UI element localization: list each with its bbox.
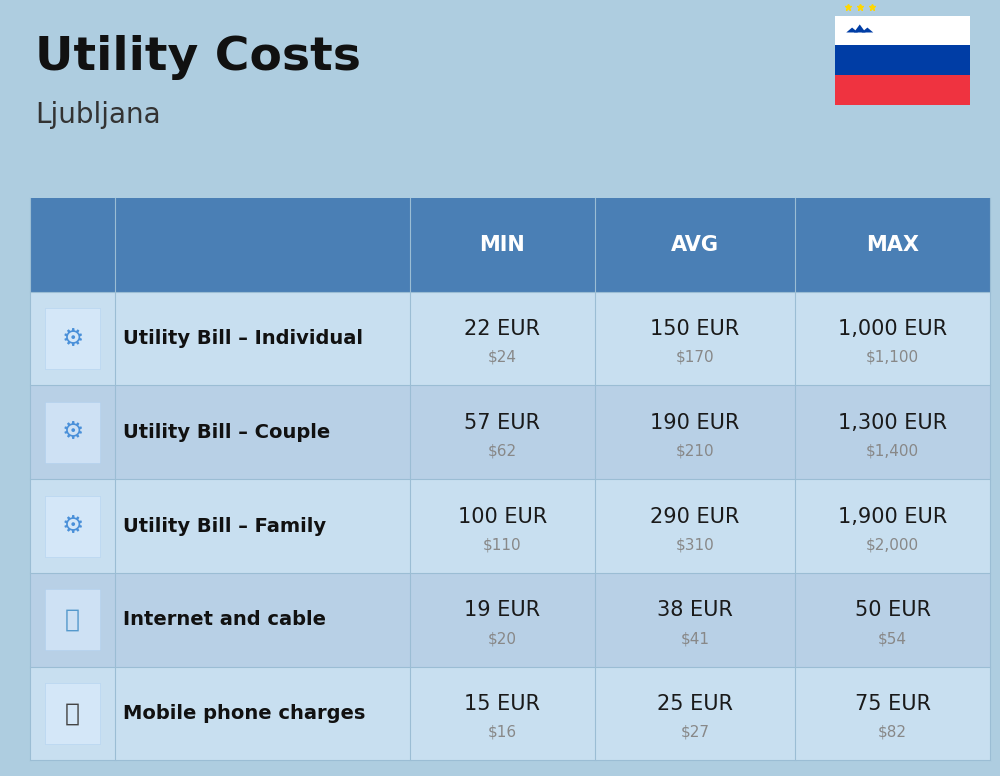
- Text: 1,900 EUR: 1,900 EUR: [838, 507, 947, 527]
- Text: MAX: MAX: [866, 235, 919, 255]
- Bar: [30, 292, 990, 386]
- Text: 150 EUR: 150 EUR: [650, 319, 740, 339]
- Text: 57 EUR: 57 EUR: [464, 413, 540, 433]
- Bar: [30, 386, 990, 480]
- Text: Utility Costs: Utility Costs: [35, 35, 361, 80]
- Text: $16: $16: [488, 725, 517, 740]
- Bar: [45, 402, 100, 462]
- Bar: [835, 75, 970, 105]
- Text: $41: $41: [681, 631, 710, 646]
- Text: ⚙: ⚙: [61, 327, 84, 351]
- Text: Utility Bill – Family: Utility Bill – Family: [123, 517, 326, 535]
- Text: 290 EUR: 290 EUR: [650, 507, 740, 527]
- Text: Mobile phone charges: Mobile phone charges: [123, 704, 365, 723]
- Text: $54: $54: [878, 631, 907, 646]
- Text: $1,400: $1,400: [866, 444, 919, 459]
- FancyBboxPatch shape: [831, 12, 974, 109]
- Text: 50 EUR: 50 EUR: [855, 601, 931, 621]
- Text: 📱: 📱: [65, 702, 80, 726]
- Text: Ljubljana: Ljubljana: [35, 101, 161, 129]
- Bar: [45, 589, 100, 650]
- Text: 25 EUR: 25 EUR: [657, 695, 733, 714]
- Text: ⚙: ⚙: [61, 514, 84, 538]
- Text: 15 EUR: 15 EUR: [464, 695, 540, 714]
- Bar: [45, 496, 100, 556]
- Text: 📶: 📶: [65, 608, 80, 632]
- Bar: [45, 308, 100, 369]
- Text: Utility Bill – Individual: Utility Bill – Individual: [123, 329, 363, 348]
- Bar: [30, 198, 990, 292]
- Text: $210: $210: [676, 444, 714, 459]
- Text: $82: $82: [878, 725, 907, 740]
- Text: $1,100: $1,100: [866, 350, 919, 365]
- Text: $24: $24: [488, 350, 517, 365]
- Text: 75 EUR: 75 EUR: [855, 695, 931, 714]
- Bar: [30, 667, 990, 760]
- Text: Utility Bill – Couple: Utility Bill – Couple: [123, 423, 330, 442]
- Text: 38 EUR: 38 EUR: [657, 601, 733, 621]
- Text: $27: $27: [681, 725, 710, 740]
- Polygon shape: [862, 28, 873, 33]
- Text: AVG: AVG: [671, 235, 719, 255]
- Bar: [30, 479, 990, 573]
- Text: $20: $20: [488, 631, 517, 646]
- Bar: [45, 683, 100, 744]
- Text: 19 EUR: 19 EUR: [464, 601, 541, 621]
- Text: $170: $170: [676, 350, 714, 365]
- Bar: [835, 45, 970, 75]
- Text: $110: $110: [483, 537, 522, 553]
- Text: MIN: MIN: [480, 235, 525, 255]
- Text: 1,000 EUR: 1,000 EUR: [838, 319, 947, 339]
- Text: 100 EUR: 100 EUR: [458, 507, 547, 527]
- Bar: [30, 573, 990, 667]
- Text: 1,300 EUR: 1,300 EUR: [838, 413, 947, 433]
- Polygon shape: [846, 28, 858, 33]
- Text: $62: $62: [488, 444, 517, 459]
- Text: $310: $310: [676, 537, 714, 553]
- Text: $2,000: $2,000: [866, 537, 919, 553]
- Text: 22 EUR: 22 EUR: [464, 319, 540, 339]
- Text: 190 EUR: 190 EUR: [650, 413, 740, 433]
- Bar: [835, 16, 970, 45]
- Text: ⚙: ⚙: [61, 421, 84, 445]
- Polygon shape: [854, 24, 866, 33]
- Text: Internet and cable: Internet and cable: [123, 611, 326, 629]
